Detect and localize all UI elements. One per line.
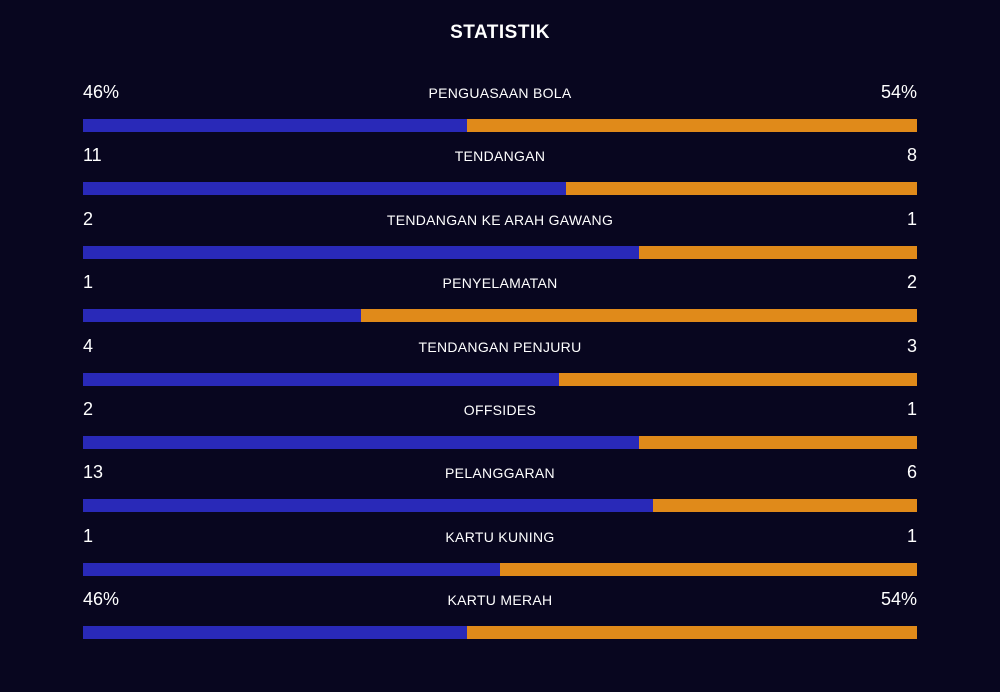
home-bar-segment <box>83 499 654 513</box>
stat-row: 2 OFFSIDES 1 <box>83 397 917 460</box>
stat-row-header: 46% PENGUASAAN BOLA 54% <box>83 80 917 108</box>
page-title: STATISTIK <box>450 22 550 43</box>
away-value: 6 <box>906 462 917 483</box>
away-bar-segment <box>466 626 917 640</box>
stat-row-header: 4 TENDANGAN PENJURU 3 <box>83 334 917 362</box>
away-bar-segment <box>559 372 917 386</box>
home-value: 11 <box>83 145 102 166</box>
stat-row: 11 TENDANGAN 8 <box>83 143 917 206</box>
home-value: 46% <box>83 82 120 102</box>
stat-bar <box>83 245 917 259</box>
away-value: 8 <box>906 145 917 166</box>
stat-row-header: 2 TENDANGAN KE ARAH GAWANG 1 <box>83 207 917 235</box>
stat-row: 1 KARTU KUNING 1 <box>83 524 917 587</box>
stat-label: KARTU KUNING <box>445 528 555 545</box>
away-bar-segment <box>466 119 917 132</box>
home-value: 2 <box>83 398 94 419</box>
stat-bar <box>83 626 917 640</box>
home-bar-segment <box>83 626 467 640</box>
home-bar-segment <box>83 245 640 259</box>
stat-bar <box>83 562 917 576</box>
home-bar-segment <box>83 372 560 386</box>
stat-label: PELANGGARAN <box>445 465 555 482</box>
away-value: 3 <box>906 335 917 356</box>
home-value: 4 <box>83 335 94 356</box>
stat-label: KARTU MERAH <box>447 592 553 609</box>
stat-row-header: 1 PENYELAMATAN 2 <box>83 270 917 298</box>
home-value: 13 <box>83 462 104 483</box>
stat-row: 2 TENDANGAN KE ARAH GAWANG 1 <box>83 207 917 270</box>
away-bar-segment <box>565 182 917 196</box>
stat-row: 46% KARTU MERAH 54% <box>83 587 917 650</box>
stat-bar <box>83 372 917 386</box>
stat-bar <box>83 435 917 449</box>
stat-row: 13 PELANGGARAN 6 <box>83 460 917 523</box>
stats-list: 46% PENGUASAAN BOLA 54% 11 TENDANGAN 8 2 TENDAN… <box>83 80 917 651</box>
stat-row-header: 46% KARTU MERAH 54% <box>83 587 917 615</box>
home-value: 1 <box>83 525 94 546</box>
stat-row: 4 TENDANGAN PENJURU 3 <box>83 334 917 397</box>
stat-row-header: 1 KARTU KUNING 1 <box>83 524 917 552</box>
stat-row: 46% PENGUASAAN BOLA 54% <box>83 80 917 143</box>
away-value: 1 <box>906 208 917 229</box>
away-bar-segment <box>639 245 917 259</box>
stat-row-header: 11 TENDANGAN 8 <box>83 143 917 171</box>
stat-bar <box>83 182 917 196</box>
stat-bar <box>83 119 917 132</box>
away-value: 1 <box>906 398 917 419</box>
home-value: 46% <box>83 589 120 610</box>
stat-bar <box>83 309 917 323</box>
away-value: 54% <box>880 82 917 102</box>
away-value: 2 <box>906 272 917 293</box>
stat-bar <box>83 499 917 513</box>
away-bar-segment <box>360 309 917 323</box>
home-value: 2 <box>83 208 94 229</box>
away-bar-segment <box>639 435 917 449</box>
home-bar-segment <box>83 435 640 449</box>
stat-row-header: 13 PELANGGARAN 6 <box>83 460 917 488</box>
stat-label: TENDANGAN <box>454 148 546 165</box>
stat-row-header: 2 OFFSIDES 1 <box>83 397 917 425</box>
away-value: 54% <box>880 589 917 610</box>
stat-row: 1 PENYELAMATAN 2 <box>83 270 917 333</box>
stat-label: PENYELAMATAN <box>442 275 558 292</box>
home-bar-segment <box>83 182 566 196</box>
home-bar-segment <box>83 309 361 323</box>
home-value: 1 <box>83 272 94 293</box>
stat-label: TENDANGAN KE ARAH GAWANG <box>386 211 614 228</box>
away-bar-segment <box>653 499 917 513</box>
home-bar-segment <box>83 562 500 576</box>
stat-label: TENDANGAN PENJURU <box>418 338 582 355</box>
home-bar-segment <box>83 119 467 132</box>
away-value: 1 <box>906 525 917 546</box>
away-bar-segment <box>500 562 917 576</box>
stat-label: PENGUASAAN BOLA <box>428 85 572 101</box>
stat-label: OFFSIDES <box>463 401 537 418</box>
